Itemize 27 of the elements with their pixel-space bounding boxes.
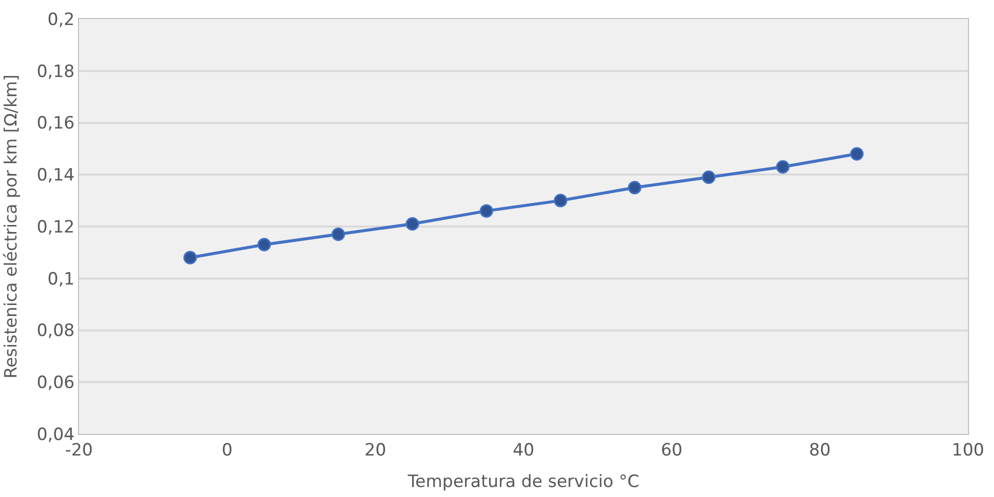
x-tick-label: 0	[222, 440, 233, 460]
x-axis-title: Temperatura de servicio °C	[406, 472, 640, 492]
x-tick-label: -20	[65, 440, 93, 460]
point	[183, 250, 197, 264]
y-tick-label: 0,16	[36, 114, 75, 134]
point	[702, 170, 716, 184]
point	[332, 228, 346, 242]
point	[554, 194, 568, 208]
x-tick-label: 20	[364, 440, 386, 460]
point	[406, 217, 420, 231]
y-tick-label: 0,1	[48, 269, 75, 290]
y-tick-label: 0,14	[36, 166, 75, 186]
y-tick-label: 0,12	[36, 217, 75, 238]
point	[776, 160, 790, 174]
point	[257, 238, 271, 252]
y-axis-title: Resistenica eléctrica por km [Ω/km]	[1, 74, 22, 379]
point	[480, 204, 494, 218]
point	[628, 180, 642, 194]
point	[850, 147, 864, 161]
y-tick-label: 0,18	[36, 62, 75, 82]
y-tick-label: 0,06	[36, 373, 75, 394]
x-tick-label: 60	[660, 440, 682, 460]
y-tick-label: 0,08	[36, 321, 75, 342]
x-tick-label: 40	[512, 440, 534, 460]
y-tick-label: 0,2	[48, 10, 75, 30]
x-tick-label: 80	[809, 440, 831, 460]
x-tick-label: 100	[952, 440, 984, 460]
